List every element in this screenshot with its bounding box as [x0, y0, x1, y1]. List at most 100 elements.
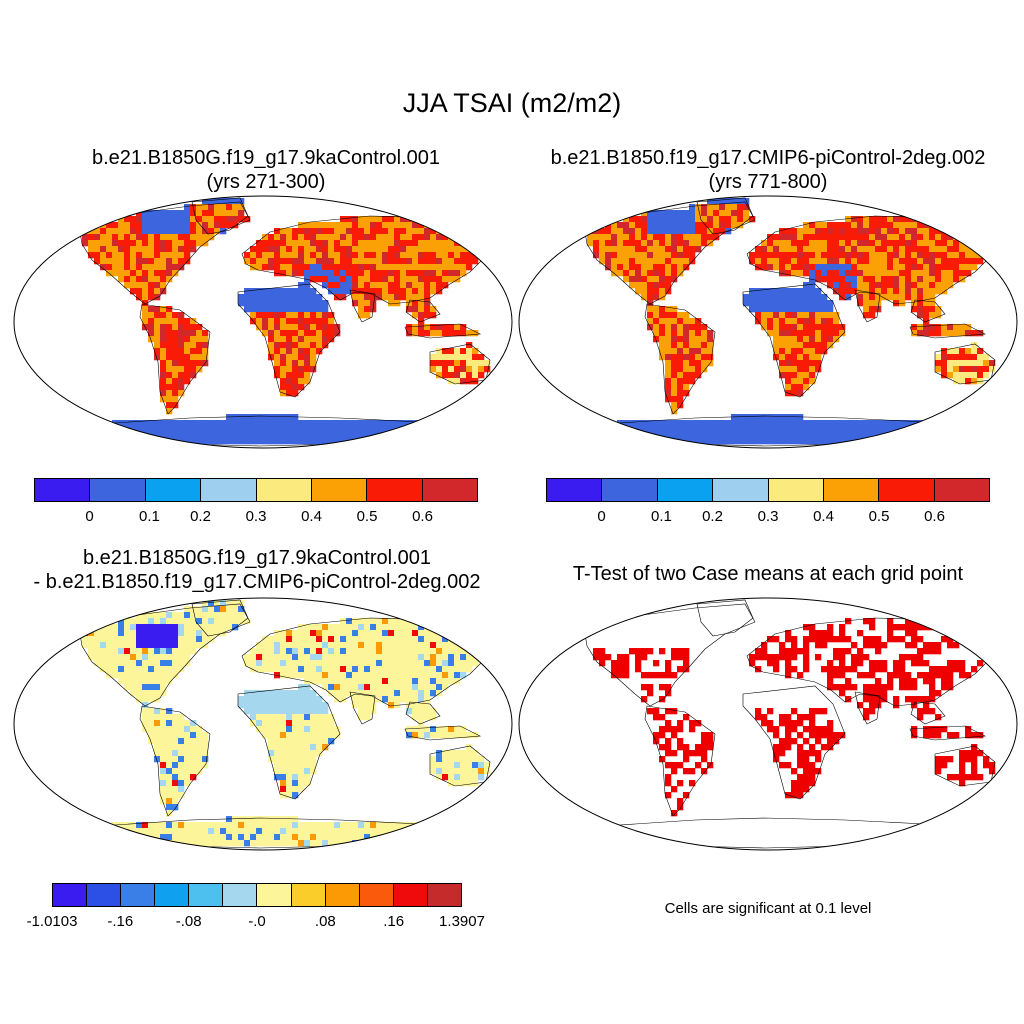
map-grid-cell: [406, 246, 413, 253]
map-grid-cell: [304, 714, 311, 721]
map-grid-cell: [809, 252, 816, 259]
map-grid-cell: [274, 720, 281, 727]
map-grid-cell: [869, 294, 876, 301]
map-grid-cell: [839, 636, 846, 643]
map-grid-cell: [851, 264, 858, 271]
map-grid-cell: [797, 372, 804, 379]
map-grid-cell: [142, 666, 149, 673]
map-grid-cell: [466, 756, 473, 763]
map-grid-cell: [268, 252, 275, 259]
map-grid-cell: [899, 246, 906, 253]
map-grid-cell: [701, 240, 708, 247]
map-grid-cell: [160, 228, 167, 235]
map-grid-cell: [436, 288, 443, 295]
map-grid-cell: [905, 624, 912, 631]
map-grid-cell: [208, 822, 215, 829]
map-grid-cell: [436, 672, 443, 679]
map-grid-cell: [881, 684, 888, 691]
map-grid-cell: [148, 678, 155, 685]
map-grid-cell: [250, 288, 257, 295]
map-grid-cell: [701, 228, 708, 235]
map-grid-cell: [737, 438, 744, 445]
map-grid-cell: [106, 222, 113, 229]
map-grid-cell: [250, 708, 257, 715]
map-grid-cell: [731, 426, 738, 433]
map-grid-cell: [947, 222, 954, 229]
map-grid-cell: [695, 228, 702, 235]
map-grid-cell: [394, 822, 401, 829]
map-grid-cell: [448, 252, 455, 259]
map-grid-cell: [779, 312, 786, 319]
map-grid-cell: [94, 246, 101, 253]
map-grid-cell: [466, 360, 473, 367]
map-grid-cell: [100, 234, 107, 241]
map-grid-cell: [917, 636, 924, 643]
map-grid-cell: [172, 210, 179, 217]
colorbar-tick-label: .08: [314, 913, 336, 930]
map-grid-cell: [436, 690, 443, 697]
map-grid-cell: [286, 240, 293, 247]
map-grid-cell: [683, 234, 690, 241]
map-grid-cell: [653, 210, 660, 217]
map-grid-cell: [412, 684, 419, 691]
map-grid-cell: [953, 228, 960, 235]
map-grid-cell: [809, 372, 816, 379]
map-grid-cell: [238, 822, 245, 829]
map-grid-cell: [412, 636, 419, 643]
map-grid-cell: [725, 420, 732, 427]
map-grid-cell: [857, 648, 864, 655]
map-grid-cell: [406, 690, 413, 697]
map-grid-cell: [298, 702, 305, 709]
map-grid-cell: [166, 624, 173, 631]
map-grid-cell: [839, 240, 846, 247]
map-grid-cell: [905, 420, 912, 427]
map-grid-cell: [94, 636, 101, 643]
map-grid-cell: [827, 432, 834, 439]
map-grid-cell: [136, 270, 143, 277]
map-grid-cell: [881, 240, 888, 247]
map-grid-cell: [160, 792, 167, 799]
map-grid-cell: [905, 246, 912, 253]
map-grid-cell: [827, 660, 834, 667]
map-grid-cell: [707, 222, 714, 229]
map-grid-cell: [442, 264, 449, 271]
map-grid-cell: [154, 252, 161, 259]
map-grid-cell: [286, 420, 293, 427]
map-grid-cell: [280, 720, 287, 727]
map-grid-cell: [665, 282, 672, 289]
map-grid-cell: [124, 822, 131, 829]
map-grid-cell: [286, 744, 293, 751]
map-grid-cell: [340, 252, 347, 259]
map-grid-cell: [208, 828, 215, 835]
map-grid-cell: [166, 420, 173, 427]
map-grid-cell: [424, 300, 431, 307]
map-grid-cell: [442, 726, 449, 733]
map-grid-cell: [466, 354, 473, 361]
map-grid-cell: [695, 360, 702, 367]
map-grid-cell: [809, 354, 816, 361]
map-grid-cell: [472, 240, 479, 247]
map-grid-cell: [424, 630, 431, 637]
map-grid-cell: [803, 306, 810, 313]
map-grid-cell: [701, 204, 708, 211]
map-grid-cell: [971, 750, 978, 757]
map-grid-cell: [118, 822, 125, 829]
map-grid-cell: [815, 246, 822, 253]
map-grid-cell: [334, 726, 341, 733]
map-grid-cell: [701, 210, 708, 217]
map-grid-cell: [617, 672, 624, 679]
map-grid-cell: [334, 264, 341, 271]
map-grid-cell: [887, 294, 894, 301]
map-grid-cell: [677, 426, 684, 433]
map-grid-cell: [256, 834, 263, 841]
map-grid-cell: [436, 360, 443, 367]
map-grid-cell: [364, 228, 371, 235]
map-grid-cell: [166, 366, 173, 373]
map-grid-cell: [334, 696, 341, 703]
map-grid-cell: [917, 672, 924, 679]
map-grid-cell: [683, 348, 690, 355]
map-grid-cell: [641, 648, 648, 655]
map-grid-cell: [160, 672, 167, 679]
map-grid-cell: [659, 228, 666, 235]
map-grid-cell: [148, 612, 155, 619]
